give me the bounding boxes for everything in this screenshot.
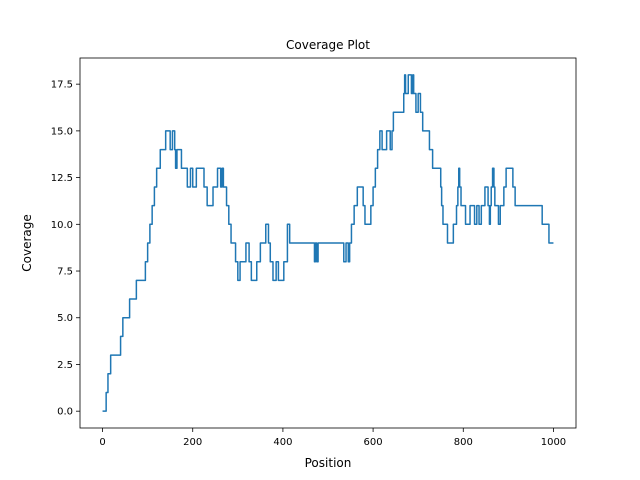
- x-tick-label: 600: [364, 437, 383, 448]
- x-tick-label: 200: [183, 437, 202, 448]
- x-tick-label: 400: [273, 437, 292, 448]
- y-tick-label: 2.5: [57, 360, 73, 371]
- x-tick-label: 1000: [541, 437, 566, 448]
- coverage-series-line: [102, 74, 554, 412]
- x-axis-label: Position: [305, 456, 352, 470]
- y-tick-label: 15.0: [51, 126, 73, 137]
- plot-frame: [79, 57, 577, 429]
- series-line-group: [102, 74, 554, 412]
- y-tick-label: 17.5: [51, 80, 73, 91]
- y-axis-label: Coverage: [20, 214, 34, 272]
- x-tick-label: 0: [99, 437, 105, 448]
- y-tick-label: 10.0: [51, 220, 73, 231]
- y-tick-label: 7.5: [57, 267, 73, 278]
- x-axis-ticks: 0 200 400 600 800 1000: [99, 428, 566, 448]
- y-tick-label: 5.0: [57, 313, 73, 324]
- y-tick-label: 12.5: [51, 173, 73, 184]
- chart-title: Coverage Plot: [286, 38, 370, 52]
- x-tick-label: 800: [454, 437, 473, 448]
- y-tick-label: 0.0: [57, 407, 73, 418]
- y-axis-ticks: 0.0 2.5 5.0 7.5 10.0 12.5 15.0 17.5: [51, 80, 80, 418]
